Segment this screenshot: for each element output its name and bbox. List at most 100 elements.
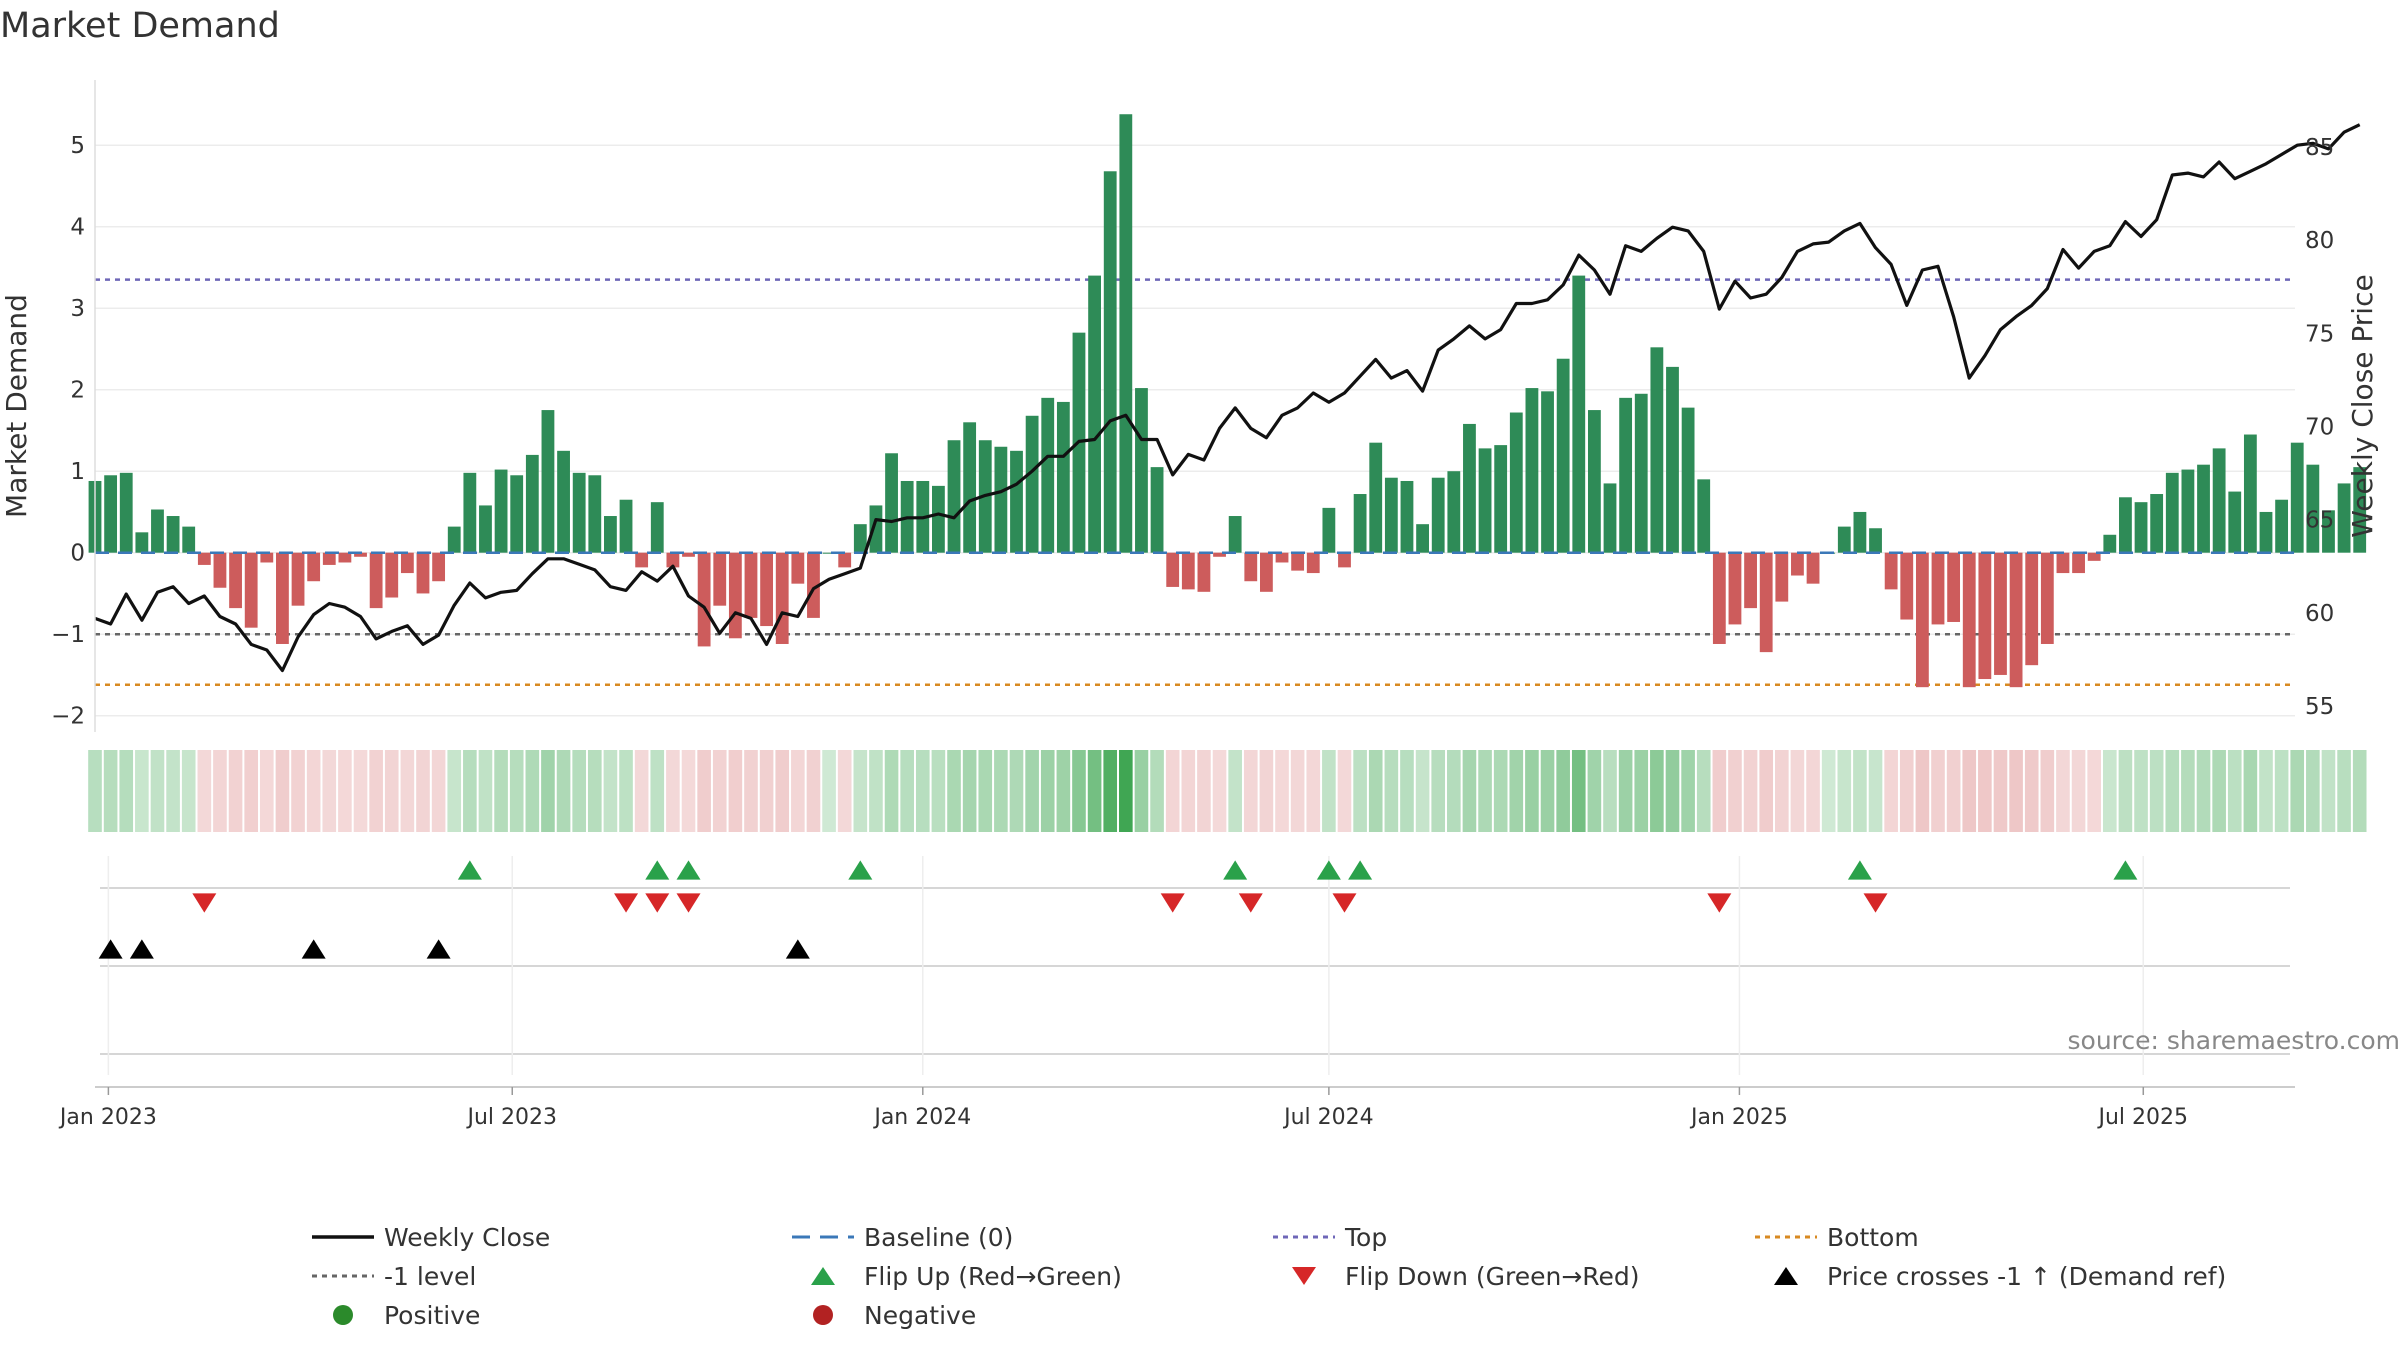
demand-bar bbox=[807, 552, 820, 618]
left-tick-label: 2 bbox=[70, 378, 85, 404]
legend-label: Weekly Close bbox=[384, 1223, 550, 1252]
demand-bar bbox=[229, 552, 242, 609]
demand-bar bbox=[1431, 477, 1445, 553]
demand-bar bbox=[822, 552, 836, 554]
demand-bar bbox=[666, 552, 680, 568]
demand-bar bbox=[463, 472, 477, 553]
heat-cell bbox=[1462, 750, 1477, 832]
heat-cell bbox=[869, 750, 883, 832]
legend-swatch bbox=[1774, 1267, 1798, 1285]
demand-bar bbox=[760, 552, 774, 627]
left-tick-label: 1 bbox=[70, 459, 85, 485]
heat-cell bbox=[962, 750, 977, 832]
right-tick-label: 80 bbox=[2305, 228, 2334, 254]
demand-bar bbox=[775, 552, 789, 644]
demand-bar bbox=[1806, 552, 1820, 584]
demand-bar bbox=[1119, 114, 1133, 553]
price-cross-marker bbox=[98, 939, 123, 959]
heat-cell bbox=[353, 750, 368, 832]
demand-bars bbox=[88, 114, 2367, 688]
heat-cell bbox=[1634, 750, 1649, 832]
demand-bar bbox=[1572, 275, 1586, 553]
x-tick-label: Jan 2023 bbox=[58, 1105, 157, 1130]
heat-cell bbox=[2274, 750, 2289, 832]
heat-cell bbox=[1587, 750, 1602, 832]
demand-bar bbox=[1197, 552, 1211, 592]
heat-cell bbox=[1150, 750, 1164, 832]
flip-down-marker bbox=[1238, 893, 1263, 913]
demand-bar bbox=[963, 422, 977, 553]
demand-bar bbox=[697, 552, 711, 647]
heat-cell bbox=[306, 750, 321, 832]
demand-bar bbox=[885, 453, 898, 553]
right-tick-label: 85 bbox=[2305, 135, 2334, 161]
heat-cell bbox=[587, 750, 602, 832]
heat-cell bbox=[541, 750, 555, 832]
legend-item: -1 level bbox=[312, 1262, 476, 1291]
heat-cell bbox=[1103, 750, 1118, 832]
heat-cell bbox=[119, 750, 134, 832]
heat-cell bbox=[1259, 750, 1274, 832]
price-cross-marker bbox=[301, 939, 326, 959]
legend-swatch bbox=[813, 1305, 833, 1325]
flip-up-marker bbox=[1847, 860, 1872, 880]
demand-bar bbox=[2009, 552, 2023, 688]
heat-cell bbox=[1493, 750, 1508, 832]
demand-bar bbox=[604, 516, 617, 553]
heat-cell bbox=[978, 750, 993, 832]
right-tick-label: 75 bbox=[2305, 321, 2334, 347]
heat-cell bbox=[1853, 750, 1867, 832]
heat-cell bbox=[1134, 750, 1149, 832]
legend-label: Flip Up (Red→Green) bbox=[864, 1262, 1122, 1291]
heat-cell bbox=[2118, 750, 2133, 832]
demand-bar bbox=[1728, 552, 1742, 625]
demand-bar bbox=[2322, 510, 2335, 553]
heat-cell bbox=[384, 750, 399, 832]
demand-bar bbox=[1603, 483, 1617, 553]
demand-bar bbox=[728, 552, 742, 639]
demand-bar bbox=[1150, 467, 1164, 553]
demand-bar bbox=[1244, 552, 1258, 582]
heat-cell bbox=[1025, 750, 1039, 832]
demand-bar bbox=[1900, 552, 1914, 620]
demand-bar bbox=[1650, 347, 1664, 553]
heat-cell bbox=[181, 750, 196, 832]
heat-cell bbox=[884, 750, 899, 832]
heat-cell bbox=[369, 750, 383, 832]
demand-bar bbox=[244, 552, 258, 628]
heat-cell bbox=[1899, 750, 1914, 832]
demand-bar bbox=[2353, 467, 2367, 553]
demand-bar bbox=[1869, 528, 1882, 553]
heat-cell bbox=[1431, 750, 1446, 832]
heat-cell bbox=[1306, 750, 1321, 832]
demand-bar bbox=[1837, 526, 1851, 553]
demand-bar bbox=[135, 532, 149, 553]
demand-bar bbox=[1853, 511, 1867, 553]
demand-bar bbox=[1010, 450, 1023, 553]
demand-bar bbox=[182, 526, 196, 553]
demand-bar bbox=[1619, 397, 1633, 553]
heat-cell bbox=[447, 750, 462, 832]
left-tick-label: 3 bbox=[70, 296, 85, 322]
heat-cell bbox=[1868, 750, 1883, 832]
heat-cell bbox=[2337, 750, 2351, 832]
demand-bar bbox=[1228, 516, 1242, 553]
price-cross-marker bbox=[129, 939, 154, 959]
demand-bar bbox=[1791, 552, 1804, 576]
heat-cell bbox=[244, 750, 258, 832]
demand-bar bbox=[1353, 494, 1367, 553]
heat-cell bbox=[853, 750, 868, 832]
demand-bar bbox=[1103, 171, 1117, 553]
demand-bar bbox=[1369, 442, 1383, 553]
demand-bar bbox=[619, 499, 633, 553]
legend-label: Price crosses -1 ↑ (Demand ref) bbox=[1827, 1262, 2226, 1291]
left-tick-label: 0 bbox=[70, 541, 85, 567]
legend-item: Weekly Close bbox=[312, 1223, 550, 1252]
demand-bar bbox=[2025, 552, 2039, 666]
heat-cell bbox=[2290, 750, 2305, 832]
demand-bar bbox=[1587, 410, 1601, 553]
demand-bar bbox=[2259, 511, 2273, 553]
heat-cell bbox=[2134, 750, 2148, 832]
heat-cell bbox=[1056, 750, 1071, 832]
heat-cell bbox=[2009, 750, 2023, 832]
